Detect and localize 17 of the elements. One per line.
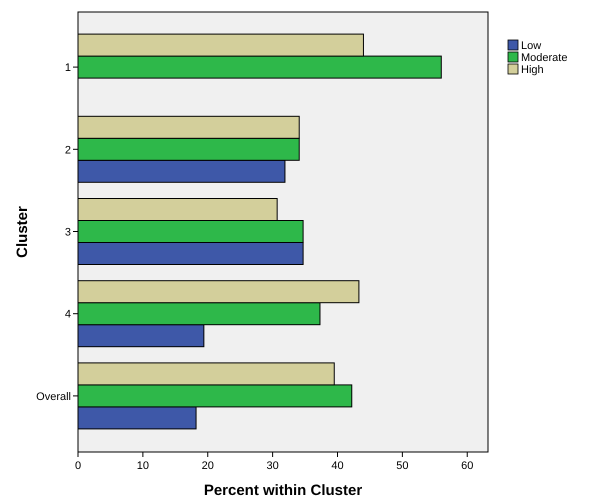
y-axis-title: Cluster <box>14 206 31 258</box>
y-tick-label: 2 <box>64 144 71 156</box>
x-tick-label: 40 <box>331 460 344 472</box>
x-tick-label: 10 <box>136 460 149 472</box>
y-tick-label: 4 <box>64 308 71 321</box>
x-tick-label: 50 <box>396 460 408 472</box>
x-tick-label: 30 <box>266 460 279 472</box>
legend-label: Low <box>521 40 542 52</box>
y-tick-label: Overall <box>36 390 71 403</box>
x-tick-label: 60 <box>461 460 474 472</box>
x-tick-label: 20 <box>202 460 214 472</box>
legend-label: Moderate <box>521 52 568 64</box>
y-tick-label: 3 <box>64 226 71 238</box>
x-axis-title: Percent within Cluster <box>204 482 362 498</box>
y-tick-label: 1 <box>64 62 71 74</box>
legend-label: High <box>521 64 544 76</box>
x-tick-label: 0 <box>74 460 82 472</box>
